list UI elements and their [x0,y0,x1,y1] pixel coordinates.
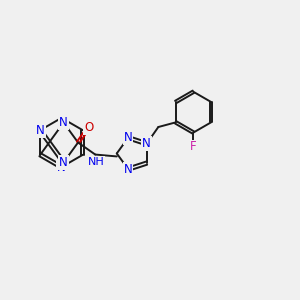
Text: NH: NH [88,157,104,167]
Text: N: N [59,156,68,169]
Text: N: N [59,116,68,129]
Text: N: N [124,163,133,176]
Text: O: O [84,121,93,134]
Text: N: N [142,137,151,150]
Text: N: N [36,124,45,137]
Text: F: F [190,140,197,154]
Text: N: N [124,131,133,144]
Text: N: N [57,160,66,174]
